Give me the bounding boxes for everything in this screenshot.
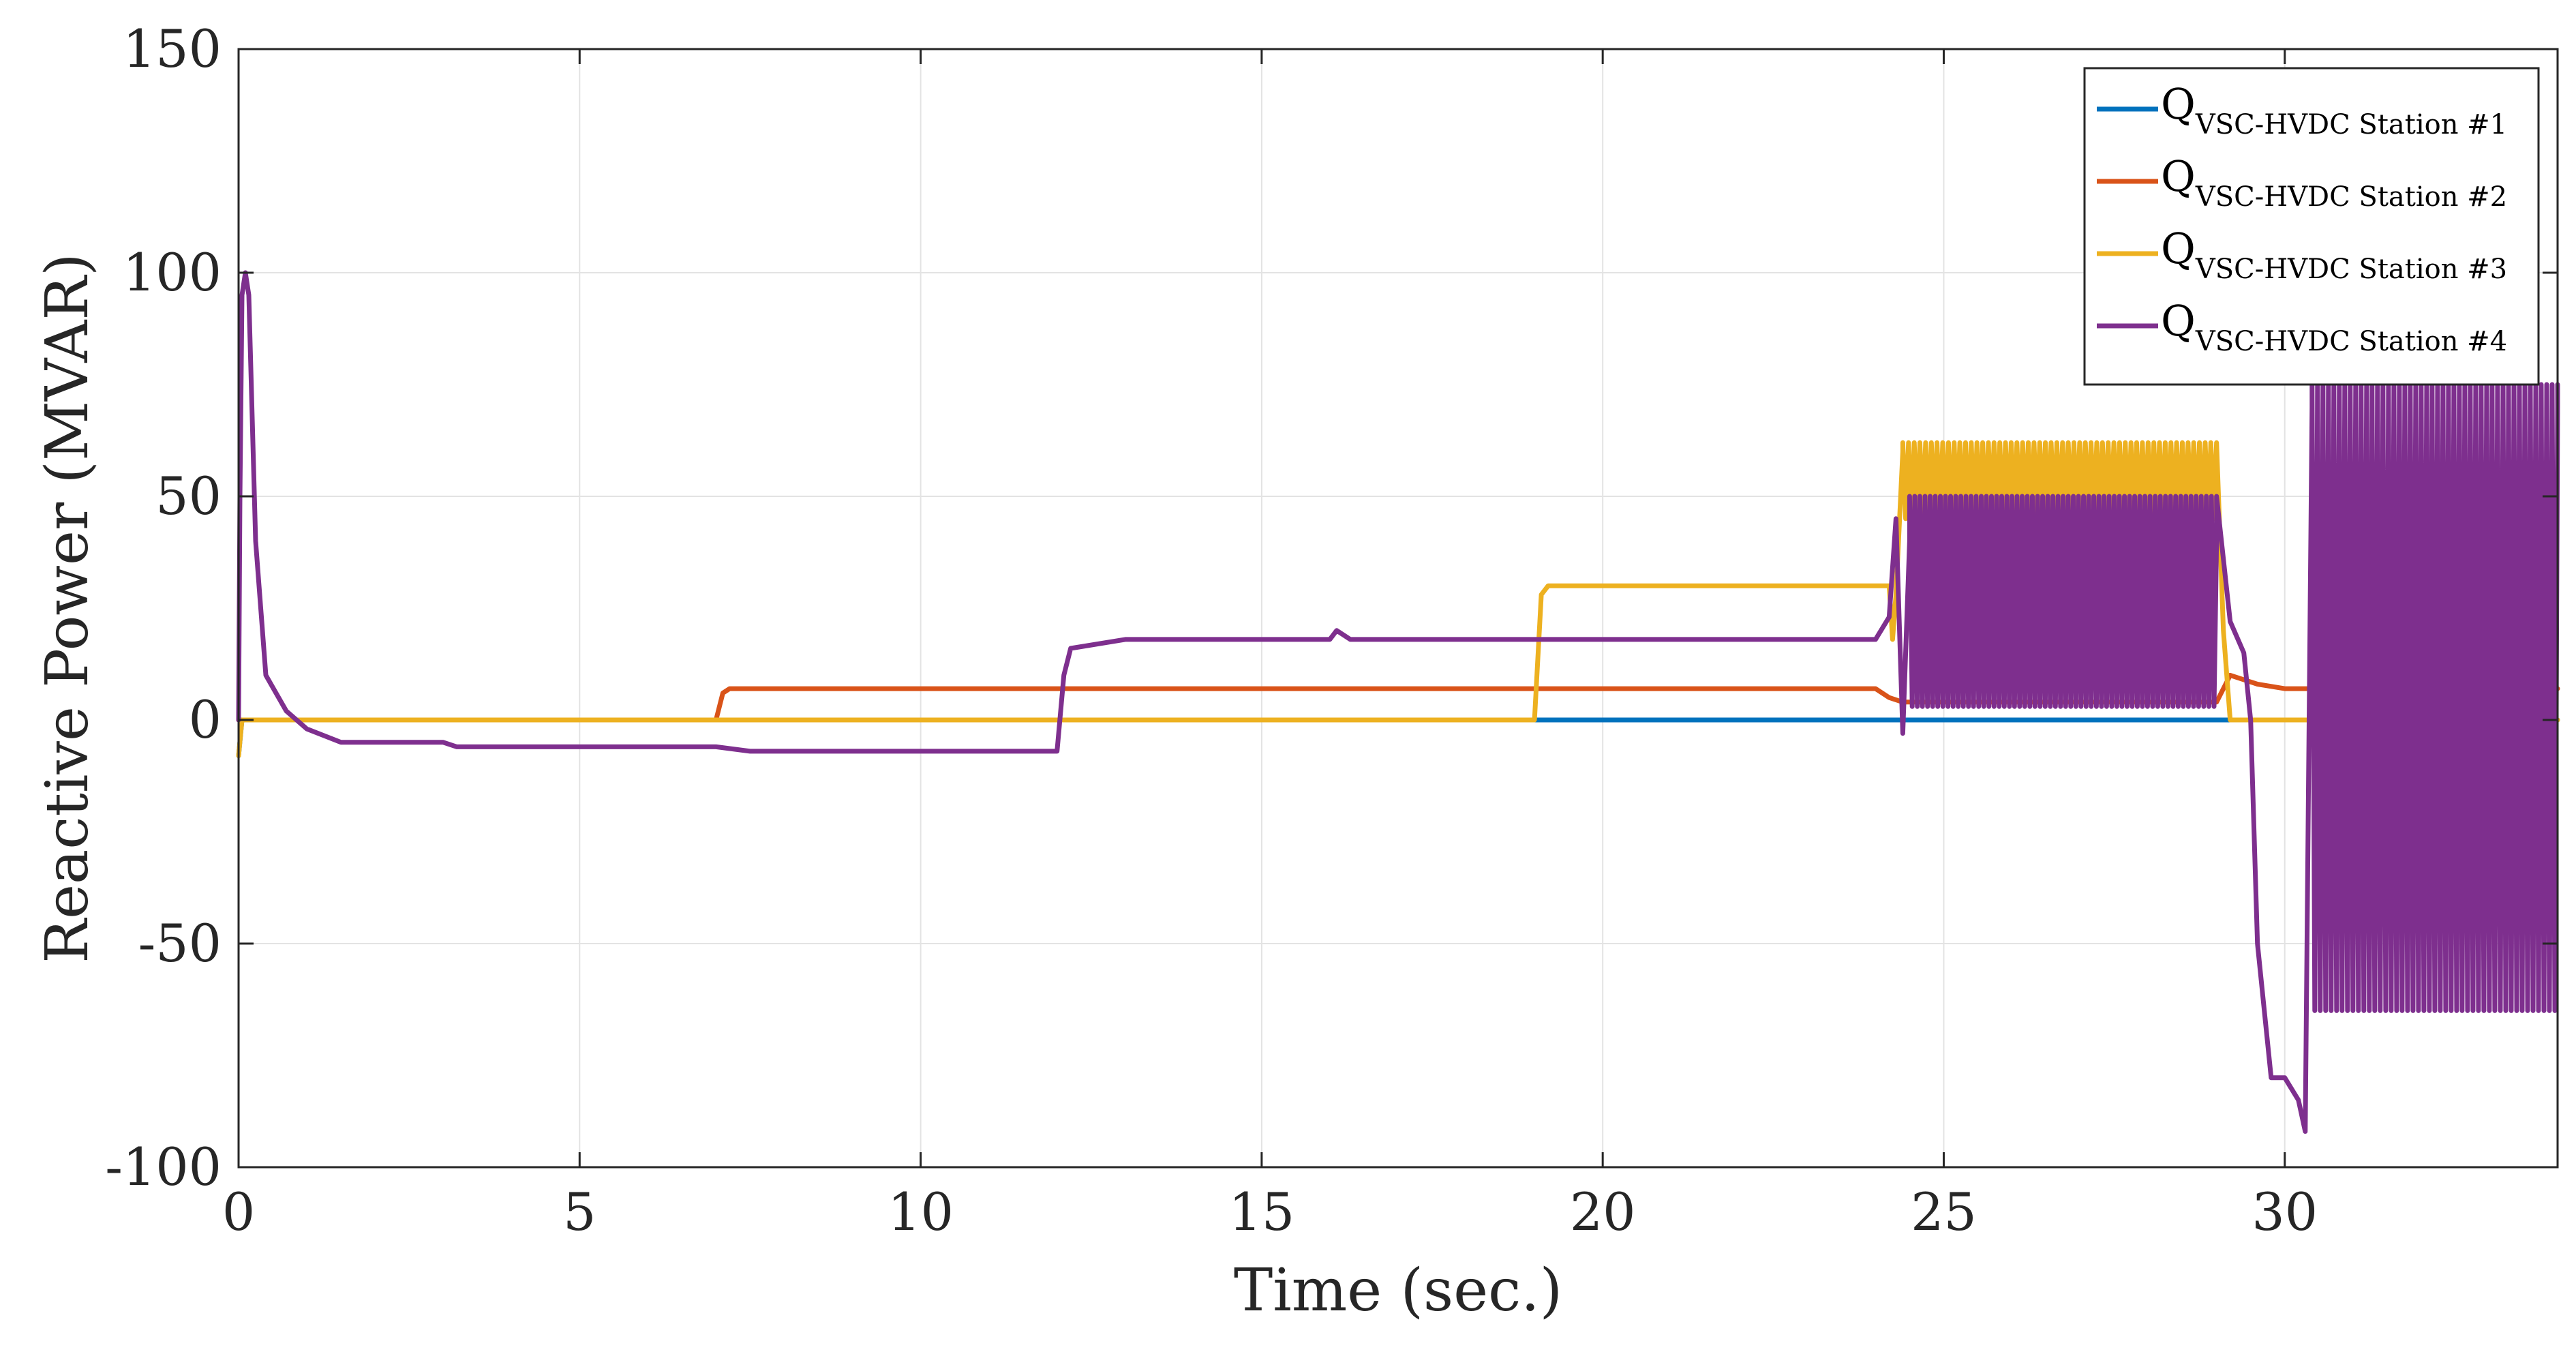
x-tick-label: 25 — [1911, 1182, 1977, 1242]
legend: QVSC-HVDC Station #1 QVSC-HVDC Station #2… — [2083, 67, 2540, 386]
series-layer — [236, 270, 2560, 1134]
y-axis-title: Reactive Power (MVAR) — [33, 253, 102, 963]
x-axis-title: Time (sec.) — [1234, 1257, 1562, 1325]
legend-label: QVSC-HVDC Station #2 — [2161, 151, 2507, 213]
y-tick-label: 100 — [123, 242, 222, 303]
x-tick-label: 5 — [563, 1182, 596, 1242]
series-line-station-3 — [236, 440, 2560, 758]
y-tick-label: 150 — [123, 18, 222, 79]
legend-label: QVSC-HVDC Station #4 — [2161, 296, 2507, 357]
y-tick-label: -50 — [138, 913, 222, 974]
x-axis: 0 5 10 15 20 25 30 — [222, 49, 2318, 1242]
plot-frame — [237, 48, 2559, 1169]
y-tick-label: 0 — [189, 689, 222, 750]
x-tick-label: 0 — [222, 1182, 255, 1242]
x-tick-label: 30 — [2252, 1182, 2318, 1242]
y-tick-label: 50 — [155, 466, 222, 526]
x-tick-label: 15 — [1229, 1182, 1295, 1242]
x-tick-label: 20 — [1570, 1182, 1636, 1242]
legend-label: QVSC-HVDC Station #3 — [2161, 224, 2507, 285]
series-line-station-4 — [236, 270, 2560, 1134]
legend-box — [2083, 67, 2540, 386]
x-tick-label: 10 — [888, 1182, 954, 1242]
legend-label: QVSC-HVDC Station #1 — [2161, 79, 2507, 140]
y-tick-label: -100 — [105, 1137, 222, 1197]
y-axis: -100 -50 0 50 100 150 — [105, 18, 2558, 1197]
